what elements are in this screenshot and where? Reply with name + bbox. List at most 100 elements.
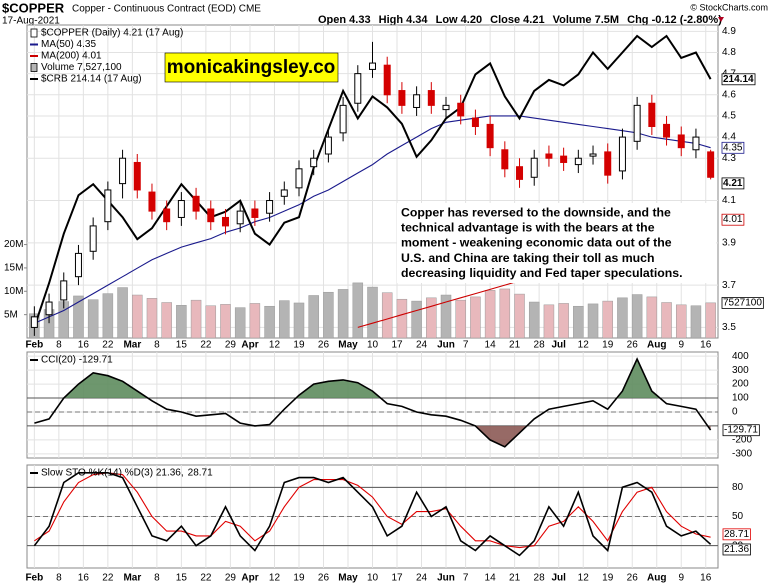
x-tick-label: Feb [25,340,43,351]
indicator-plot [27,355,718,455]
value-tag: 214.14 [723,74,754,85]
candle-body [604,151,612,176]
volume-bar [146,298,158,338]
x-tick-label: 19 [602,573,614,584]
candle-body [471,117,479,128]
volume-bar [470,296,481,338]
volume-bar [234,307,246,338]
candle-body [251,208,259,218]
candle-body [163,208,171,223]
x-tick-label: 8 [154,340,160,351]
volume-bar [661,302,672,338]
candle-body [324,136,332,155]
x-tick-label: 19 [602,340,614,351]
y-tick-label: 4.6 [722,89,736,100]
candle-body [74,252,82,278]
volume-bar [279,300,290,338]
area-fill [34,359,711,399]
y-tick-label: 200 [732,379,749,390]
legend-label: Volume 7,527,100 [41,62,122,73]
x-tick-label: 15 [176,573,188,584]
volume-tick-label: 20M [4,239,23,250]
x-tick-label: 28 [534,573,546,584]
legend-swatch [30,63,38,72]
x-tick-label: 22 [200,340,212,351]
value-tag: 4.21 [723,178,743,189]
x-tick-label: 21 [509,573,521,584]
x-tick-label: 17 [391,340,403,351]
x-tick-label: 21 [509,340,521,351]
volume-bar [587,303,599,338]
volume-bar [381,292,393,338]
x-tick-label: 17 [391,573,403,584]
x-tick-label: 26 [318,340,330,351]
value-tag-box [721,297,764,309]
volume-tick-label: 10M [4,286,23,297]
fill-group [34,359,711,399]
volume-bar [675,304,687,338]
volume-bar [543,304,555,338]
y-tick-label: 4.1 [722,195,736,206]
x-tick-label: Mar [123,340,141,351]
candle-body [486,123,494,149]
chart-title: $COPPER [2,0,65,15]
x-tick-label: 7 [463,340,469,351]
header-item: Open 4.33 [318,14,371,26]
volume-bar [631,294,643,338]
x-tick-label: 8 [154,573,160,584]
x-tick-label: Mar [123,573,141,584]
candle-body [236,210,244,225]
volume-bar [161,302,172,338]
chart-subtitle: Copper - Continuous Contract (EOD) CME [72,4,261,15]
legend-label: 28.71 [188,468,213,479]
candle-body [413,94,421,108]
header-item: Low 4.20 [436,14,482,26]
x-tick-label: 7 [463,573,469,584]
candle-body [192,195,200,212]
x-tick-label: 28 [534,340,546,351]
volume-bar [426,297,437,338]
candle-body [574,157,582,166]
y-tick-label: 3.9 [722,237,736,248]
candle-body [457,102,465,117]
volume-tick-label: 15M [4,263,23,274]
x-tick-label: 14 [485,573,497,584]
x-tick-label: 16 [78,573,90,584]
legend-label: $CRB 214.14 (17 Aug) [41,74,142,85]
x-tick-label: 16 [700,573,712,584]
volume-bar [528,301,540,338]
candle-body [30,316,38,328]
candle-body [60,280,68,301]
x-tick-label: 12 [269,573,281,584]
volume-bar [617,297,628,338]
header-item: Chg -0.12 (-2.80%) [627,14,722,26]
x-tick-label: Feb [25,573,43,584]
legend-label: MA(50) 4.35 [41,39,96,50]
series-line [34,472,711,549]
indicator-plot [27,472,718,557]
candle-body [427,90,435,106]
legend-label: $COPPER (Daily) 4.21 (17 Aug) [41,28,183,39]
candle-body [442,104,450,111]
x-tick-label: 24 [416,340,428,351]
annotation-line: decreasing liquidity and Fed taper specu… [401,266,683,280]
x-tick-label: 8 [56,573,62,584]
x-tick-label: 8 [56,340,62,351]
volume-bar [264,305,275,338]
volume-bar [705,302,716,338]
volume-bar [190,299,202,338]
legend-label: CCI(20) -129.71 [41,355,113,366]
y-tick-label: 80 [732,482,744,493]
volume-bar [440,294,452,338]
annotation-box [397,203,716,283]
watermark: monicakingsley.co [167,57,336,78]
series-line [34,115,711,324]
value-tag-box [721,73,756,86]
candle-body [618,136,626,172]
volume-bar [73,295,84,338]
x-tick-label: 9 [678,573,684,584]
volume-bar [514,293,525,338]
volume-bar [132,294,143,338]
x-tick-label: 19 [293,340,305,351]
